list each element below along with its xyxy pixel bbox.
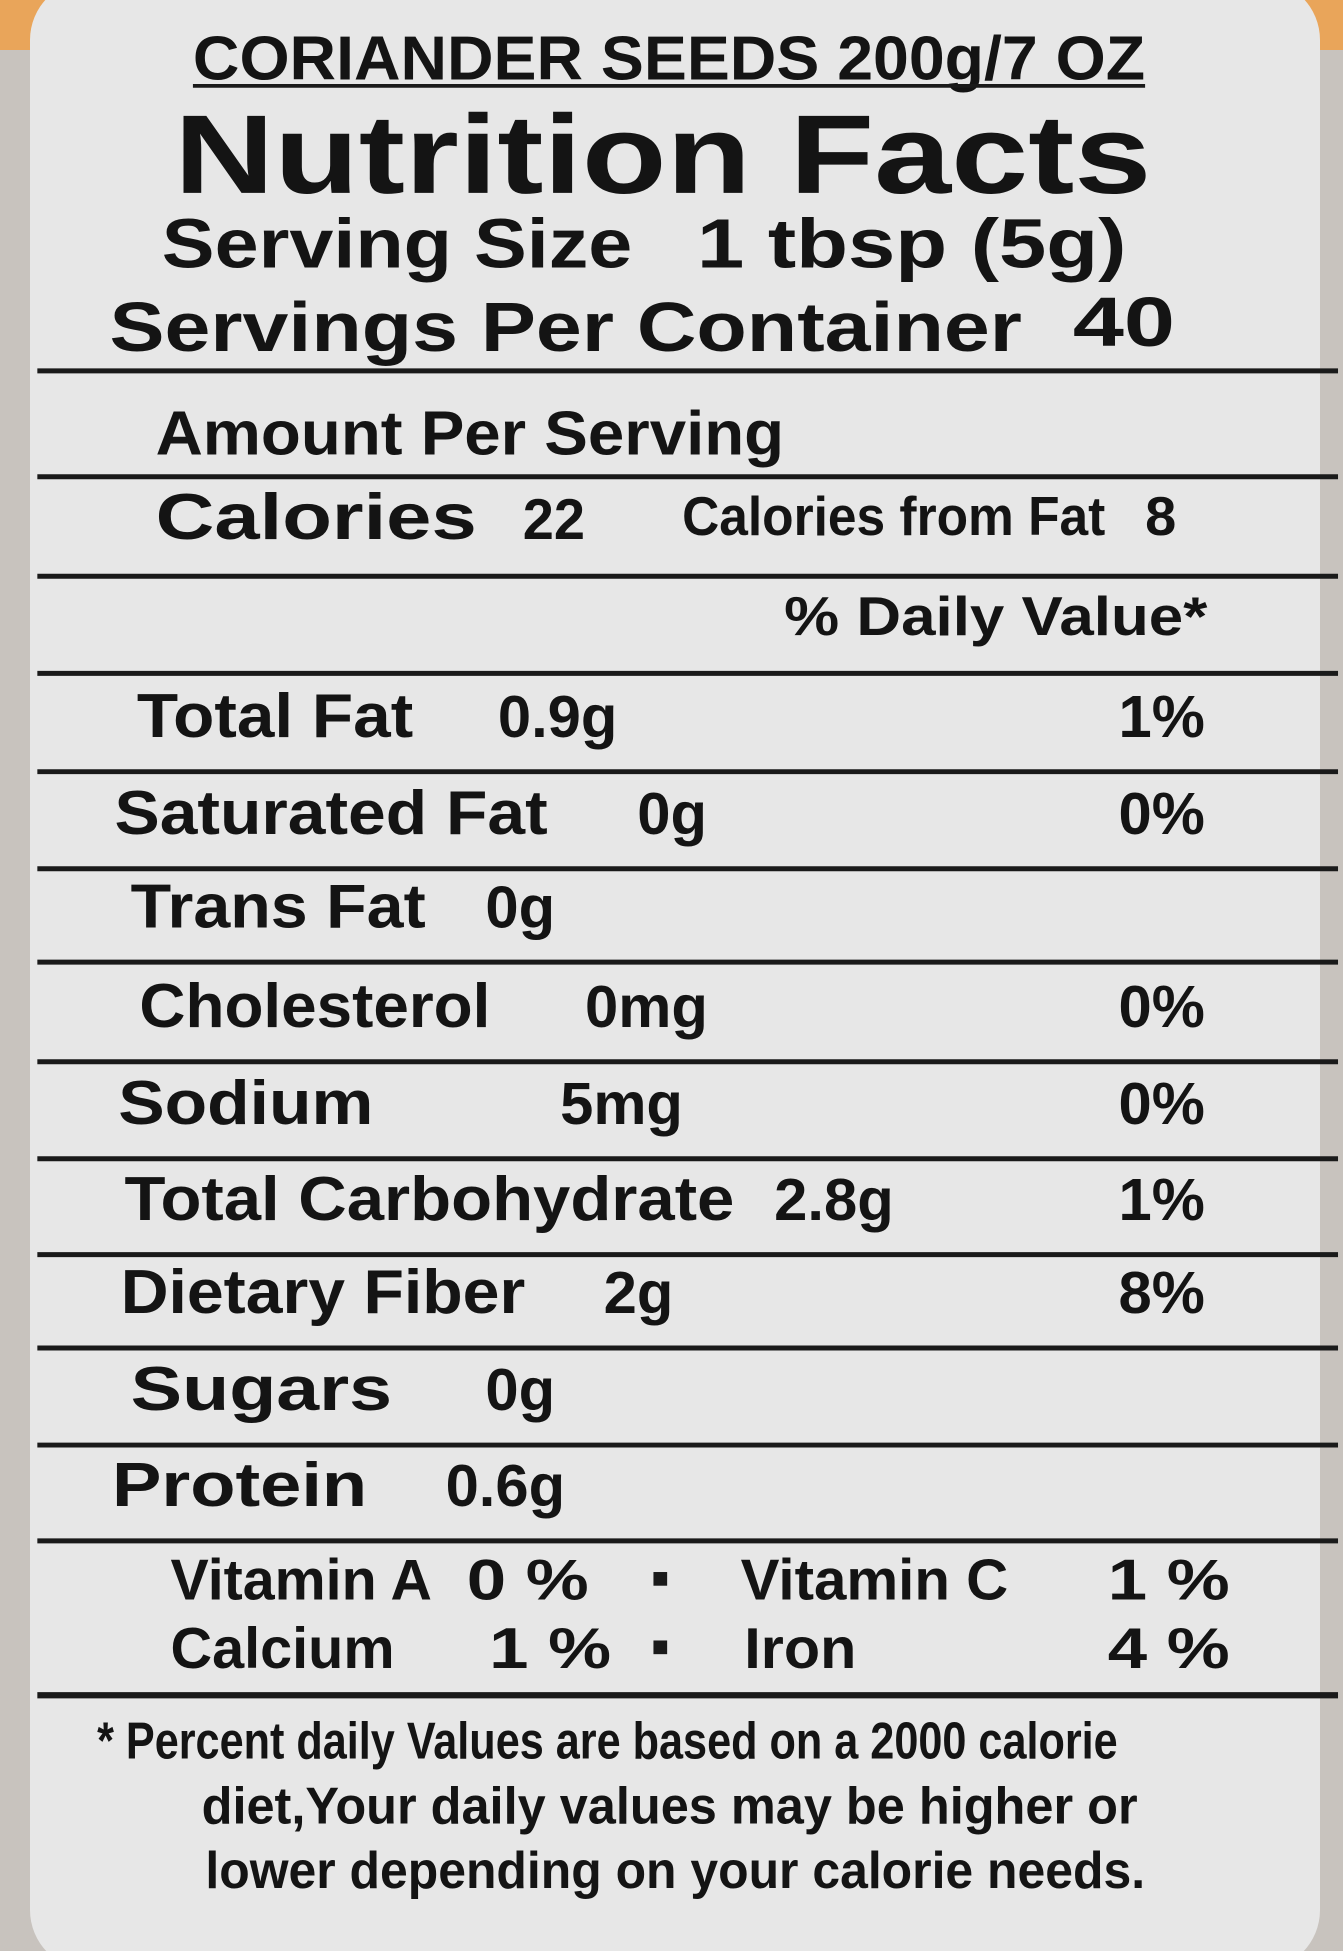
nutrient-dv: 1% bbox=[1118, 1166, 1204, 1233]
nutrient-amount: 2.8g bbox=[774, 1166, 894, 1233]
bullet bbox=[653, 1572, 668, 1586]
nutrient-amount: 0g bbox=[485, 1356, 555, 1423]
vitamin-name: Iron bbox=[744, 1617, 856, 1681]
nutrient-name: Total Fat bbox=[137, 682, 413, 751]
servings-label: Servings Per Container bbox=[110, 288, 1022, 366]
nutrient-dv: 1% bbox=[1118, 683, 1204, 750]
nutrient-name: Protein bbox=[112, 1451, 367, 1520]
nutrient-dv: 0% bbox=[1118, 780, 1204, 847]
amount-per-serving: Amount Per Serving bbox=[156, 399, 785, 468]
nutrient-name: Total Carbohydrate bbox=[124, 1165, 734, 1234]
bullet bbox=[653, 1640, 668, 1655]
nutrient-amount: 0.6g bbox=[446, 1452, 566, 1519]
calories-value: 22 bbox=[523, 488, 585, 552]
vitamin-name: Vitamin C bbox=[741, 1548, 1009, 1612]
vitamin-value: 4 % bbox=[1108, 1617, 1230, 1681]
nutrient-name: Cholesterol bbox=[139, 972, 490, 1041]
product-name: CORIANDER SEEDS 200g/7 OZ bbox=[193, 25, 1145, 94]
serving-size-label: Serving Size bbox=[162, 205, 632, 283]
title: Nutrition Facts bbox=[174, 92, 1151, 217]
vitamin-name: Vitamin A bbox=[171, 1548, 432, 1612]
nutrient-name: Saturated Fat bbox=[115, 779, 548, 848]
serving-size-value: 1 tbsp (5g) bbox=[697, 205, 1126, 283]
nutrient-dv: 8% bbox=[1118, 1259, 1204, 1326]
footnote-line: * Percent daily Values are based on a 20… bbox=[97, 1713, 1118, 1771]
calories-label: Calories bbox=[156, 480, 477, 553]
nutrient-amount: 0g bbox=[485, 873, 555, 940]
calories-fat-value: 8 bbox=[1145, 485, 1176, 547]
servings-value: 40 bbox=[1073, 283, 1175, 361]
nutrient-dv: 0% bbox=[1118, 1070, 1204, 1137]
nutrient-amount: 0mg bbox=[585, 973, 708, 1040]
calories-fat-label: Calories from Fat bbox=[682, 485, 1105, 547]
footnote-line: lower depending on your calorie needs. bbox=[205, 1842, 1145, 1900]
nutrient-dv: 0% bbox=[1118, 973, 1204, 1040]
nutrient-amount: 2g bbox=[604, 1259, 674, 1326]
vitamin-value: 0 % bbox=[467, 1548, 589, 1612]
vitamin-value: 1 % bbox=[1108, 1548, 1230, 1612]
nutrient-amount: 0.9g bbox=[498, 683, 618, 750]
nutrient-name: Sodium bbox=[118, 1069, 373, 1138]
vitamin-name: Calcium bbox=[171, 1617, 395, 1681]
vitamin-value: 1 % bbox=[489, 1617, 611, 1681]
label-sheet bbox=[30, 0, 1320, 1951]
nutrient-name: Trans Fat bbox=[131, 872, 426, 941]
daily-value-header: % Daily Value* bbox=[784, 585, 1208, 647]
nutrient-amount: 0g bbox=[637, 780, 707, 847]
footnote-line: diet,Your daily values may be higher or bbox=[202, 1777, 1138, 1835]
nutrient-name: Dietary Fiber bbox=[121, 1258, 526, 1327]
nutrient-amount: 5mg bbox=[560, 1070, 683, 1137]
nutrient-name: Sugars bbox=[131, 1355, 392, 1424]
